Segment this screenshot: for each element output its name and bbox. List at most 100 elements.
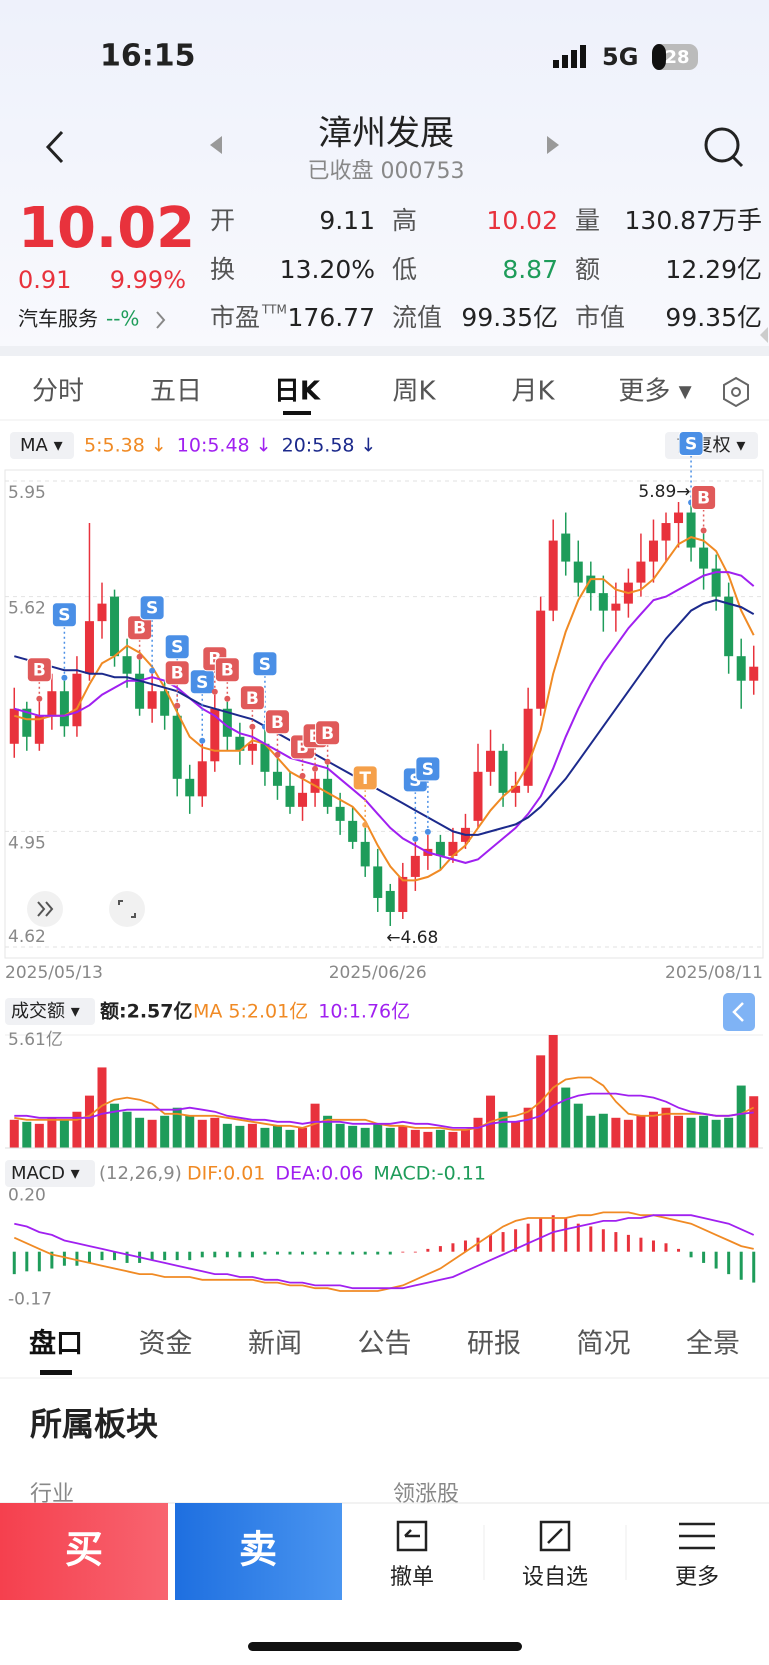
signal-badge[interactable] bbox=[415, 756, 441, 782]
ma-selector[interactable] bbox=[10, 432, 74, 459]
macd-bar bbox=[238, 1251, 242, 1258]
volume-bar bbox=[648, 1111, 658, 1148]
signal-label: B bbox=[246, 689, 259, 709]
next-stock[interactable] bbox=[547, 136, 559, 154]
candle-body bbox=[247, 743, 257, 751]
candle-body bbox=[448, 841, 458, 856]
candle-body bbox=[435, 841, 445, 856]
volume-bar bbox=[185, 1115, 195, 1148]
signal-badge[interactable] bbox=[352, 765, 378, 791]
chart-tab[interactable]: 更多 ▾ bbox=[618, 377, 691, 407]
signal-badge[interactable] bbox=[678, 431, 704, 457]
macd-bar bbox=[501, 1232, 505, 1252]
buy-button[interactable] bbox=[0, 1503, 168, 1600]
volume-bar bbox=[410, 1129, 420, 1148]
field-value: 13.20% bbox=[280, 255, 375, 284]
detail-tab-underline bbox=[40, 1370, 72, 1375]
volume-bar bbox=[460, 1129, 470, 1148]
signal-dot bbox=[199, 737, 206, 744]
macd-bar bbox=[614, 1232, 618, 1252]
candle-body bbox=[260, 743, 270, 772]
signal-badge[interactable] bbox=[239, 685, 265, 711]
signal-dot bbox=[136, 653, 143, 660]
candle-body bbox=[674, 512, 684, 524]
detail-tab[interactable]: 研报 bbox=[467, 1329, 521, 1360]
candle-body bbox=[636, 561, 646, 583]
signal-badge[interactable] bbox=[164, 660, 190, 686]
macd-bar bbox=[62, 1251, 66, 1266]
settings-icon[interactable] bbox=[723, 376, 749, 408]
signal-badge[interactable] bbox=[26, 657, 52, 683]
signal-label: B bbox=[33, 661, 46, 681]
volume-bar bbox=[247, 1123, 257, 1148]
volume-bar bbox=[335, 1123, 345, 1148]
battery-level bbox=[652, 44, 666, 70]
chart-tab-underline bbox=[283, 411, 311, 415]
candle-body bbox=[385, 890, 395, 912]
watch-icon[interactable] bbox=[539, 1520, 571, 1552]
candle-body bbox=[410, 855, 420, 877]
signal-dot bbox=[274, 751, 281, 758]
volume-bar bbox=[699, 1115, 709, 1148]
signal-badge[interactable] bbox=[214, 657, 240, 683]
prev-stock[interactable] bbox=[210, 136, 222, 154]
legend-entry: MA 5:2.01亿 bbox=[193, 1001, 308, 1023]
volume-bar bbox=[298, 1127, 308, 1148]
signal-badge[interactable] bbox=[51, 602, 77, 628]
detail-tab[interactable]: 新闻 bbox=[248, 1329, 302, 1360]
signal-badge[interactable] bbox=[139, 595, 165, 621]
volume-bar bbox=[636, 1115, 646, 1148]
signal-dot bbox=[224, 695, 231, 702]
macd-bar bbox=[539, 1218, 543, 1252]
signal-dot bbox=[149, 667, 156, 674]
signal-badge[interactable] bbox=[252, 651, 278, 677]
candle-body bbox=[335, 806, 345, 821]
volume-bar bbox=[84, 1095, 94, 1148]
volume-bar bbox=[373, 1123, 383, 1148]
cancel-icon[interactable] bbox=[396, 1520, 428, 1552]
candle-body bbox=[197, 761, 207, 797]
signal-badge[interactable] bbox=[264, 709, 290, 735]
candle-body bbox=[97, 603, 107, 622]
chart-tab[interactable]: 月K bbox=[511, 377, 555, 407]
sell-button[interactable] bbox=[175, 1503, 342, 1600]
macd-selector[interactable] bbox=[5, 1160, 95, 1187]
candle-body bbox=[22, 708, 32, 737]
collapse-button[interactable] bbox=[723, 993, 755, 1031]
volume-selector[interactable] bbox=[5, 998, 95, 1025]
legend-entry: 10:5.48 ↓ bbox=[177, 435, 272, 457]
volume-bar bbox=[310, 1103, 320, 1148]
detail-tab[interactable]: 简况 bbox=[577, 1329, 631, 1360]
candle-body bbox=[272, 771, 282, 786]
sector-arrow[interactable] bbox=[156, 311, 166, 329]
macd-bar bbox=[514, 1229, 518, 1252]
home-indicator bbox=[248, 1642, 522, 1651]
macd-bar bbox=[714, 1251, 718, 1269]
detail-tab[interactable]: 全景 bbox=[686, 1329, 740, 1360]
chart-tab[interactable]: 分时 bbox=[32, 377, 84, 407]
candle-body bbox=[348, 820, 358, 842]
signal-badge[interactable] bbox=[691, 485, 717, 511]
signal-badge[interactable] bbox=[127, 615, 153, 641]
field-label: 额 bbox=[575, 255, 600, 284]
more-icon[interactable] bbox=[679, 1522, 715, 1550]
signal-badge[interactable] bbox=[315, 720, 341, 746]
search-button[interactable] bbox=[704, 127, 744, 168]
detail-tab[interactable]: 资金 bbox=[139, 1329, 193, 1360]
sector-change: --% bbox=[106, 307, 139, 331]
candle-body bbox=[573, 561, 583, 583]
detail-tab[interactable]: 公告 bbox=[358, 1329, 412, 1360]
volume-bar bbox=[22, 1121, 32, 1148]
volume-bar bbox=[523, 1107, 533, 1148]
macd-bar bbox=[752, 1251, 756, 1283]
macd-bar bbox=[150, 1251, 154, 1261]
back-button[interactable] bbox=[45, 130, 64, 164]
candle-body bbox=[598, 593, 608, 611]
chart-tab[interactable]: 周K bbox=[392, 377, 436, 407]
signal-badge[interactable] bbox=[164, 634, 190, 660]
chart-tab[interactable]: 五日 bbox=[150, 377, 202, 407]
signal-dot bbox=[412, 835, 419, 842]
detail-tab[interactable]: 盘口 bbox=[29, 1328, 83, 1360]
chart-tab[interactable]: 日K bbox=[274, 377, 321, 407]
